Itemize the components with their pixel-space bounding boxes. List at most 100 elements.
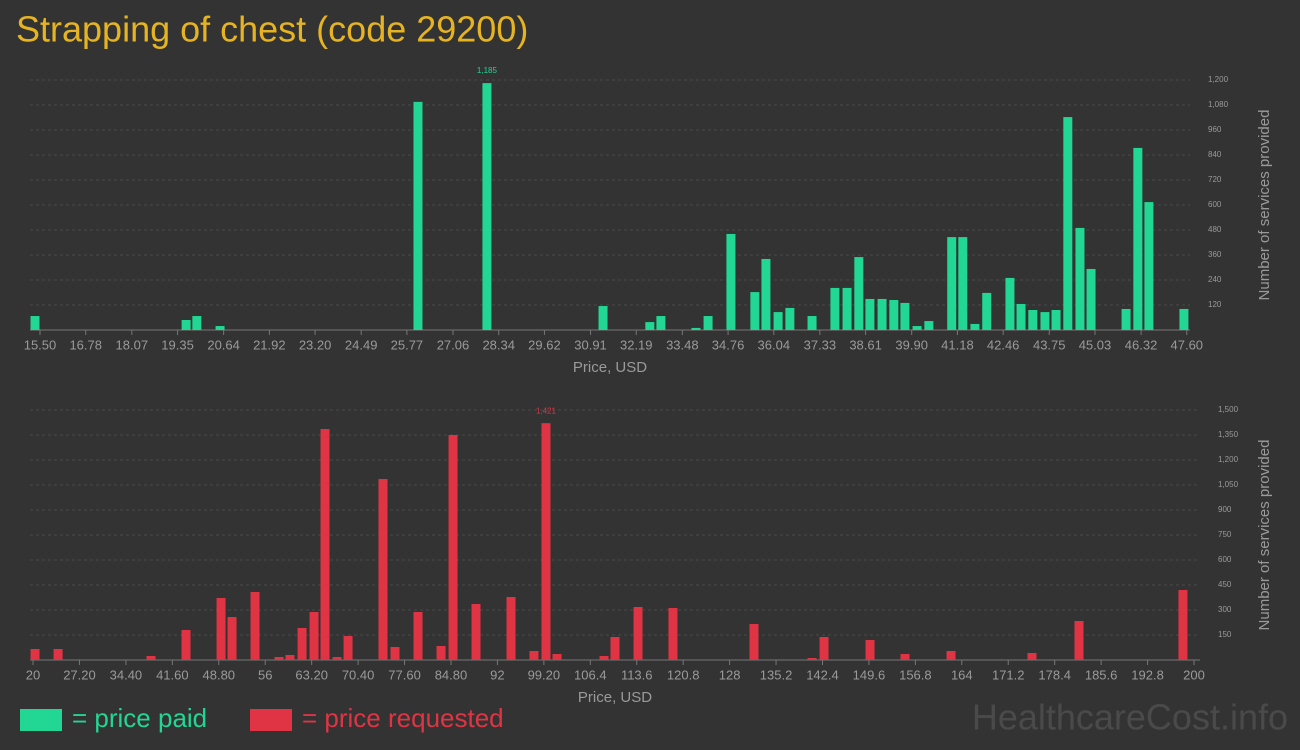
x-tick-label: 25.77 [391, 337, 424, 352]
bar [1075, 227, 1085, 330]
y-tick-label: 150 [1218, 630, 1232, 639]
y-tick-label: 750 [1218, 530, 1232, 539]
x-tick-label: 38.61 [849, 337, 882, 352]
x-tick-label: 185.6 [1085, 667, 1118, 682]
bar [274, 657, 284, 660]
x-axis-label: Price, USD [573, 359, 647, 376]
y-tick-label: 840 [1208, 150, 1222, 159]
bar [668, 608, 678, 660]
x-tick-label: 27.20 [63, 667, 96, 682]
x-tick-label: 142.4 [806, 667, 839, 682]
bar [970, 323, 980, 330]
bar [541, 423, 551, 660]
bar [448, 435, 458, 660]
bar [889, 300, 899, 330]
legend-swatch [20, 709, 62, 731]
bar [552, 654, 562, 660]
bar [146, 656, 156, 660]
bar [703, 316, 713, 330]
value-label: 1,421 [536, 406, 557, 415]
x-tick-label: 27.06 [437, 337, 470, 352]
bar [320, 429, 330, 660]
bar [343, 636, 353, 660]
x-tick-label: 113.6 [621, 667, 653, 682]
x-tick-label: 32.19 [620, 337, 653, 352]
x-tick-label: 43.75 [1033, 337, 1066, 352]
bar [900, 302, 910, 330]
x-tick-label: 34.76 [712, 337, 745, 352]
bar [924, 321, 934, 330]
bar [181, 320, 191, 330]
bar [413, 101, 423, 330]
x-tick-label: 156.8 [899, 667, 932, 682]
bar [900, 654, 910, 660]
bar [1028, 310, 1038, 330]
y-tick-label: 450 [1218, 580, 1232, 589]
y-tick-label: 1,500 [1218, 405, 1239, 414]
x-tick-label: 29.62 [528, 337, 561, 352]
x-tick-label: 41.18 [941, 337, 974, 352]
bar [1027, 653, 1037, 660]
y-tick-label: 900 [1218, 505, 1232, 514]
x-tick-label: 70.40 [342, 667, 375, 682]
bar [599, 656, 609, 660]
bar [227, 617, 237, 660]
x-tick-label: 47.60 [1171, 337, 1204, 352]
bar [1040, 312, 1050, 330]
y-tick-label: 720 [1208, 175, 1222, 184]
bar [471, 604, 481, 660]
bar [819, 637, 829, 660]
y-tick-label: 1,350 [1218, 430, 1239, 439]
x-tick-label: 15.50 [24, 337, 57, 352]
bar [30, 649, 40, 660]
y-tick-label: 600 [1218, 555, 1232, 564]
bar [656, 316, 666, 330]
bar [390, 647, 400, 660]
bar [1179, 308, 1189, 330]
bar [53, 649, 63, 660]
bar [947, 237, 957, 330]
page-title: Strapping of chest (code 29200) [16, 9, 528, 50]
x-tick-label: 63.20 [295, 667, 328, 682]
x-tick-label: 37.33 [804, 337, 837, 352]
bar [1086, 268, 1096, 330]
x-tick-label: 200 [1183, 667, 1205, 682]
bar [610, 637, 620, 660]
x-tick-label: 28.34 [482, 337, 515, 352]
x-tick-label: 46.32 [1125, 337, 1158, 352]
bar [830, 287, 840, 330]
bar [691, 327, 701, 330]
y-tick-label: 960 [1208, 125, 1222, 134]
x-tick-label: 128 [719, 667, 741, 682]
bar [877, 298, 887, 330]
y-tick-label: 600 [1208, 200, 1222, 209]
bar [1051, 310, 1061, 330]
bar [865, 298, 875, 330]
bar [482, 83, 492, 330]
bar [1178, 590, 1188, 660]
x-tick-label: 19.35 [161, 337, 194, 352]
bar [181, 630, 191, 660]
x-tick-label: 39.90 [895, 337, 928, 352]
bar [749, 624, 759, 660]
bar [529, 651, 539, 660]
bar [633, 607, 643, 660]
y-tick-label: 480 [1208, 225, 1222, 234]
x-tick-label: 20.64 [207, 337, 240, 352]
x-tick-label: 20 [26, 667, 40, 682]
legend-swatch [250, 709, 292, 731]
bar [192, 316, 202, 330]
bar [309, 612, 319, 660]
y-tick-label: 300 [1218, 605, 1232, 614]
x-tick-label: 41.60 [156, 667, 189, 682]
y-tick-label: 1,080 [1208, 100, 1229, 109]
x-tick-label: 30.91 [574, 337, 607, 352]
y-tick-label: 120 [1208, 300, 1222, 309]
y-tick-label: 360 [1208, 250, 1222, 259]
y-tick-label: 240 [1208, 275, 1222, 284]
bar [645, 322, 655, 330]
x-tick-label: 84.80 [435, 667, 468, 682]
bar [773, 312, 783, 330]
bar [1133, 147, 1143, 330]
bar [1144, 202, 1154, 330]
